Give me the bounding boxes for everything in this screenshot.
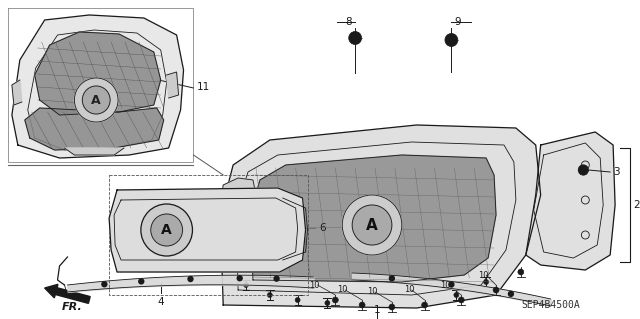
Text: 10: 10 — [367, 287, 378, 296]
Polygon shape — [12, 15, 184, 158]
Circle shape — [454, 293, 459, 298]
Circle shape — [458, 297, 464, 303]
Polygon shape — [166, 72, 179, 98]
Circle shape — [151, 214, 182, 246]
Polygon shape — [109, 188, 305, 272]
Circle shape — [244, 283, 248, 287]
Text: 11: 11 — [196, 82, 210, 92]
Circle shape — [83, 86, 110, 114]
Text: 10: 10 — [440, 280, 451, 290]
Circle shape — [295, 298, 300, 302]
Circle shape — [102, 282, 107, 287]
Circle shape — [342, 195, 402, 255]
Circle shape — [139, 279, 144, 284]
Circle shape — [422, 302, 428, 308]
Text: 2: 2 — [633, 200, 639, 210]
Circle shape — [448, 36, 455, 43]
Text: 10: 10 — [478, 271, 489, 279]
Text: A: A — [161, 223, 172, 237]
Circle shape — [188, 277, 193, 281]
Polygon shape — [12, 80, 22, 105]
Text: 7: 7 — [253, 203, 260, 213]
Circle shape — [325, 300, 330, 306]
Circle shape — [268, 293, 273, 298]
Text: 9: 9 — [454, 17, 461, 27]
Circle shape — [352, 34, 358, 41]
Circle shape — [349, 32, 362, 44]
Circle shape — [578, 165, 589, 175]
Text: 6: 6 — [319, 223, 326, 233]
Text: A: A — [92, 93, 101, 107]
Circle shape — [484, 279, 488, 285]
Circle shape — [508, 292, 513, 296]
Polygon shape — [250, 155, 496, 282]
Text: 10: 10 — [310, 280, 320, 290]
Circle shape — [352, 205, 392, 245]
Circle shape — [359, 302, 365, 308]
Circle shape — [237, 276, 242, 281]
Text: SEP4B4500A: SEP4B4500A — [521, 300, 580, 310]
Text: 10: 10 — [404, 286, 414, 294]
Text: 8: 8 — [346, 17, 352, 27]
Polygon shape — [65, 148, 124, 155]
Circle shape — [389, 276, 394, 281]
Circle shape — [389, 304, 395, 310]
Polygon shape — [526, 132, 615, 270]
Circle shape — [518, 269, 524, 275]
Circle shape — [74, 78, 118, 122]
Polygon shape — [220, 178, 256, 218]
Text: 1: 1 — [374, 305, 380, 315]
Text: A: A — [366, 218, 378, 233]
Circle shape — [332, 297, 339, 303]
Circle shape — [580, 167, 586, 173]
Text: 10: 10 — [337, 286, 348, 294]
Circle shape — [445, 33, 458, 47]
Circle shape — [141, 204, 193, 256]
Text: 5: 5 — [121, 263, 127, 273]
Circle shape — [274, 276, 279, 281]
Polygon shape — [35, 32, 161, 115]
Text: FR.: FR. — [61, 302, 83, 312]
Polygon shape — [25, 108, 164, 150]
Circle shape — [493, 287, 499, 293]
Text: 3: 3 — [613, 167, 620, 177]
Polygon shape — [220, 125, 541, 308]
Text: 4: 4 — [157, 297, 164, 307]
FancyArrow shape — [45, 284, 90, 303]
Circle shape — [449, 282, 454, 287]
